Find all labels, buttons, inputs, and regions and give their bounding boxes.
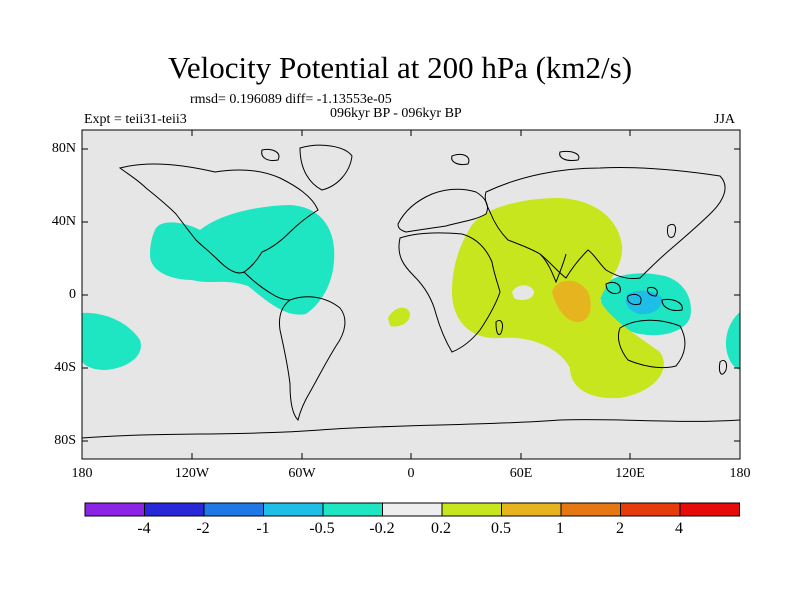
colorbar-swatch	[560, 502, 621, 517]
colorbar	[84, 502, 740, 517]
colorbar-swatch	[679, 502, 740, 517]
lat-label-40s: 40S	[54, 360, 76, 375]
colorbar-label: 2	[616, 520, 624, 537]
colorbar-swatch	[84, 502, 145, 517]
lon-label-0: 0	[407, 466, 415, 481]
coastlines	[82, 144, 740, 439]
lon-label-180e: 180	[729, 466, 751, 481]
negative-anomaly-east-edge	[725, 312, 740, 370]
positive-anomaly-south-atlantic	[388, 307, 410, 327]
colorbar-label: -0.2	[369, 520, 395, 537]
lon-label-60e: 60E	[509, 466, 533, 481]
lat-label-80s: 80S	[54, 433, 76, 448]
stats-label: rmsd= 0.196089 diff= -1.13553e-05	[190, 92, 392, 107]
lon-label-120w: 120W	[174, 466, 210, 481]
negative-anomaly-southeast-pacific	[82, 312, 141, 370]
strong-negative-anomaly-core	[625, 290, 663, 315]
lat-label-80n: 80N	[51, 141, 76, 156]
colorbar-swatch	[322, 502, 383, 517]
colorbar-label: 1	[556, 520, 564, 537]
colorbar-swatch	[144, 502, 205, 517]
experiment-label: Expt = teii31-teii3	[84, 112, 187, 127]
period-label: 096kyr BP - 096kyr BP	[330, 106, 462, 121]
colorbar-label: 4	[675, 520, 683, 537]
axis-ticks	[82, 130, 740, 459]
colorbar-label: -2	[196, 520, 210, 537]
colorbar-label: 0.5	[491, 520, 511, 537]
lon-label-120e: 120E	[615, 466, 645, 481]
lon-label-60w: 60W	[288, 466, 316, 481]
colorbar-swatch	[203, 502, 264, 517]
colorbar-swatch	[382, 502, 443, 517]
colorbar-swatch	[620, 502, 681, 517]
colorbar-label: -4	[137, 520, 151, 537]
lat-label-40n: 40N	[51, 214, 76, 229]
plot-title: Velocity Potential at 200 hPa (km2/s)	[167, 50, 633, 85]
negative-anomaly-americas	[150, 205, 335, 315]
lon-label-180w: 180	[71, 466, 93, 481]
neutral-hole-africa	[512, 285, 534, 300]
colorbar-label: 0.2	[431, 520, 451, 537]
colorbar-label: -1	[256, 520, 270, 537]
colorbar-swatch	[263, 502, 324, 517]
lat-label-0: 0	[69, 287, 76, 302]
colorbar-label: -0.5	[309, 520, 335, 537]
season-label: JJA	[714, 112, 736, 127]
colorbar-swatch	[501, 502, 562, 517]
colorbar-swatch	[441, 502, 502, 517]
strong-positive-anomaly-indian-ocean	[552, 280, 591, 322]
